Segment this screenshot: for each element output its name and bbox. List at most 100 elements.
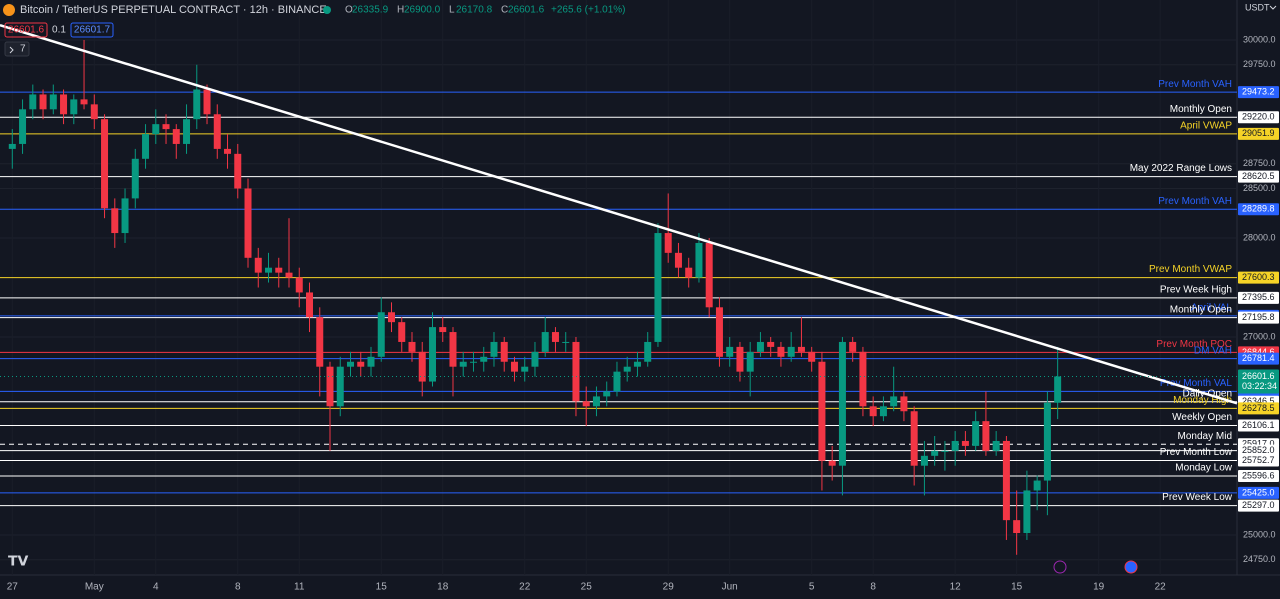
symbol-title[interactable]: Bitcoin / TetherUS PERPETUAL CONTRACT · … <box>20 4 327 16</box>
candle-body <box>172 129 180 144</box>
y-tick-label: 27000.0 <box>1243 331 1276 341</box>
candle-body <box>49 94 57 110</box>
x-tick-label: 27 <box>7 582 19 593</box>
price-tag-label: 26106.1 <box>1242 420 1275 430</box>
candle-body <box>408 341 416 352</box>
price-tag-label: 25852.0 <box>1242 445 1275 455</box>
candle-body <box>920 455 928 466</box>
last-price-label: 26601.6 <box>1242 371 1275 381</box>
level-label: Monthly Open <box>1170 104 1232 115</box>
candle-body <box>982 421 990 451</box>
price-tag-label: 26844.6 <box>1242 347 1275 357</box>
candle-body <box>838 341 846 466</box>
candle-body <box>459 361 467 367</box>
candle-body <box>592 396 600 407</box>
candle-body <box>111 208 119 234</box>
candle-body <box>131 158 139 199</box>
candle-body <box>1013 520 1021 534</box>
price-tag-label: 29473.2 <box>1242 87 1275 97</box>
ohlc-value: 26335.9 <box>352 5 389 16</box>
overlay: 26601.603:22:34 <box>0 23 1279 405</box>
candle-body <box>818 361 826 461</box>
candle-body <box>654 233 662 342</box>
symbol-icon <box>3 4 15 16</box>
candle-body <box>101 119 109 209</box>
y-tick-label: 28500.0 <box>1243 183 1276 193</box>
candle-body <box>941 450 949 452</box>
candle-body <box>562 341 570 343</box>
price-tag <box>1238 311 1279 324</box>
ohlc-key: O <box>345 5 353 16</box>
candle-body <box>469 361 477 363</box>
price-tag-label: 29220.0 <box>1242 112 1275 122</box>
candle-body <box>531 351 539 367</box>
price-tag <box>1238 469 1279 482</box>
candle-body <box>80 99 88 105</box>
candle-body <box>254 257 262 273</box>
candle-body <box>572 341 580 402</box>
candle-body <box>715 307 723 357</box>
candle-body <box>726 346 734 357</box>
candle-body <box>326 366 334 407</box>
level-label: Prev Month VAH <box>1158 79 1232 90</box>
candle-body <box>162 124 170 130</box>
candle-body <box>377 312 385 357</box>
currency-chevron <box>1269 5 1277 10</box>
candle-body <box>336 366 344 407</box>
x-tick-label: 25 <box>581 582 593 593</box>
candle-body <box>787 346 795 357</box>
candle-body <box>551 332 559 342</box>
levels: Prev Month VAH 29473.2 Monthly Open 29220.0… <box>0 79 1279 512</box>
x-tick-label: 22 <box>1155 582 1167 593</box>
candle-body <box>449 332 457 367</box>
indicator-count: 7 <box>20 44 26 55</box>
ask-box[interactable] <box>70 22 114 38</box>
level-label: DM VAH <box>1194 345 1232 356</box>
price-tag <box>1238 444 1279 457</box>
candle-body <box>849 341 857 352</box>
candle-body <box>808 351 816 362</box>
price-tag <box>1238 203 1279 216</box>
ohlc-key: L <box>449 5 455 16</box>
price-tag <box>1238 454 1279 467</box>
price-tag-label: 26278.5 <box>1242 403 1275 413</box>
x-tick-label: 22 <box>519 582 531 593</box>
candle-body <box>306 292 314 318</box>
price-tag-label: 25297.0 <box>1242 500 1275 510</box>
candle-body <box>869 406 877 417</box>
price-tag <box>1238 499 1279 512</box>
candle-body <box>183 119 191 144</box>
price-tag <box>1238 127 1279 140</box>
event-icon[interactable] <box>1053 560 1067 574</box>
price-tag <box>1238 419 1279 432</box>
candle-body <box>1002 440 1010 521</box>
x-tick-label: 5 <box>809 582 815 593</box>
x-tick-label: Jun <box>722 582 738 593</box>
flag-icon[interactable] <box>1124 560 1138 574</box>
price-tag-label: 25917.0 <box>1242 439 1275 449</box>
candle-body <box>295 277 303 293</box>
ask: 26601.7 <box>74 25 111 36</box>
candle-body <box>275 267 283 273</box>
candle-body <box>736 346 744 372</box>
status-dot <box>323 6 331 14</box>
candle-body <box>357 361 365 367</box>
candle-body <box>1023 490 1031 534</box>
price-tag <box>1238 402 1279 415</box>
y-tick-label: 28000.0 <box>1243 232 1276 242</box>
price-tag <box>1238 291 1279 304</box>
x-tick-label: 12 <box>950 582 962 593</box>
price-tag-label: 28289.8 <box>1242 204 1275 214</box>
y-tick-label: 24750.0 <box>1243 554 1276 564</box>
candle-body <box>29 94 37 110</box>
level-label: Prev Month POC <box>1156 339 1232 350</box>
ohlc: O 26335.9 H 26900.0 L 26170.8 C 26601.6 +265.6 (… <box>345 5 626 16</box>
price-tag-label: 28620.5 <box>1242 171 1275 181</box>
price-tag-label: 27195.8 <box>1242 312 1275 322</box>
currency[interactable]: USDT <box>1245 2 1270 12</box>
bid-box[interactable] <box>4 22 48 38</box>
candle-body <box>910 411 918 466</box>
candle-body <box>613 371 621 392</box>
level-label: April VWAP <box>1180 121 1232 132</box>
